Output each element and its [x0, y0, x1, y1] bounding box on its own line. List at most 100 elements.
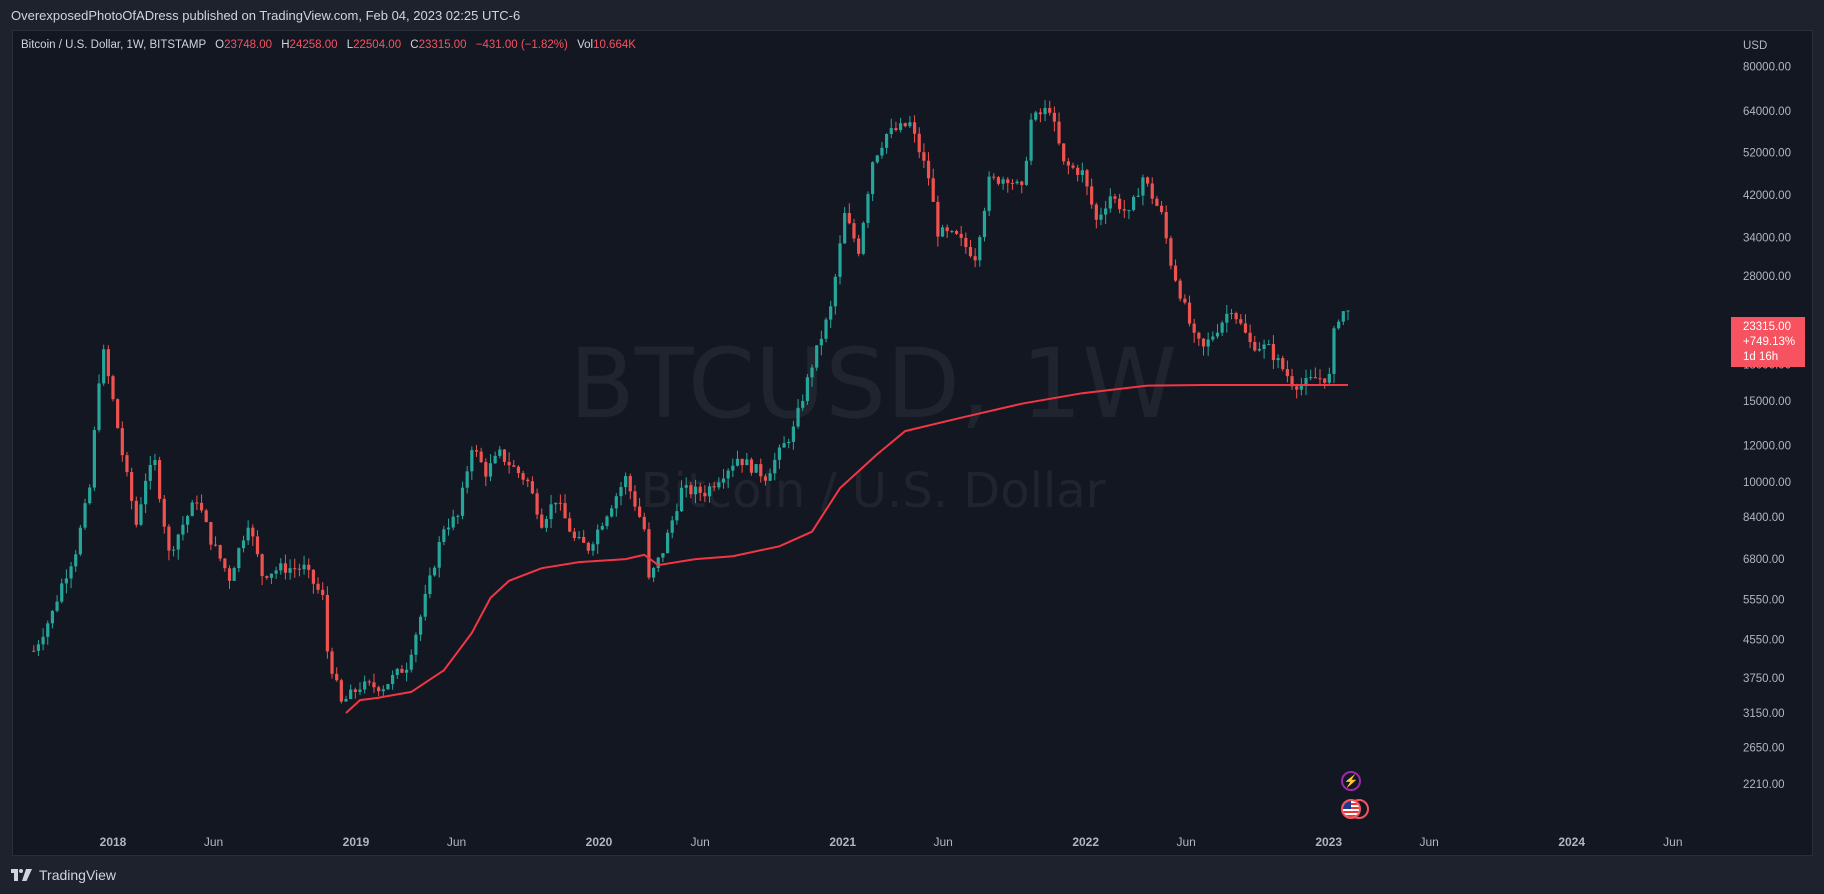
legend-open-value: 23748.00: [224, 39, 273, 51]
candle-body: [763, 476, 768, 481]
x-tick-label: Jun: [447, 835, 466, 849]
chart-pane[interactable]: BTCUSD, 1W Bitcoin / U.S. Dollar 2210.00…: [12, 30, 1813, 856]
candle-body: [642, 516, 646, 530]
legend-symbol[interactable]: Bitcoin / U.S. Dollar, 1W, BITSTAMP: [21, 39, 206, 51]
candle-body: [749, 459, 754, 473]
legend-low-label: L: [346, 39, 354, 51]
candle-body: [810, 367, 814, 378]
candle-body: [819, 338, 823, 346]
candle-body: [936, 201, 940, 237]
candle-body: [297, 568, 302, 570]
candle-body: [442, 529, 446, 542]
candle-body: [78, 527, 82, 555]
candle-body: [1197, 332, 1201, 339]
candle-body: [1318, 378, 1322, 380]
candle-body: [526, 479, 530, 482]
candle-body: [1183, 298, 1187, 303]
x-tick-label: 2020: [586, 835, 613, 849]
legend-volume-value: 10.664K: [593, 39, 636, 51]
x-tick-label: Jun: [691, 835, 710, 849]
candle-body: [209, 522, 213, 545]
candle-body: [847, 212, 851, 224]
candle-body: [558, 502, 562, 504]
candle-body: [959, 233, 963, 238]
candle-body: [232, 568, 236, 581]
tradingview-logo-icon[interactable]: [11, 869, 33, 881]
legend-close-label: C: [410, 39, 419, 51]
candle-body: [502, 449, 507, 462]
watermark-main: BTCUSD, 1W: [569, 328, 1177, 440]
candle-body: [931, 178, 935, 202]
candle-body: [339, 680, 343, 702]
legend-open-label: O: [215, 39, 225, 51]
moving-average-line: [345, 384, 1348, 714]
candle-body: [1164, 212, 1168, 239]
candle-body: [521, 473, 525, 480]
candle-body: [861, 222, 865, 254]
brand-name[interactable]: TradingView: [39, 867, 117, 883]
y-tick-label: 28000.00: [1743, 271, 1791, 283]
candle-body: [610, 508, 614, 517]
us-flag-event-icon[interactable]: [1341, 799, 1361, 819]
candle-body: [1215, 332, 1220, 337]
y-tick-label: 8400.00: [1743, 512, 1785, 524]
candle-body: [796, 407, 800, 427]
candle-body: [1099, 214, 1103, 220]
price-chart-svg[interactable]: BTCUSD, 1W Bitcoin / U.S. Dollar 2210.00…: [13, 31, 1813, 856]
candle-body: [731, 465, 735, 471]
candle-body: [428, 575, 432, 595]
candle-body: [349, 689, 353, 699]
legend-change: −431.00 (−1.82%): [475, 39, 568, 51]
candle-body: [954, 231, 959, 234]
candle-body: [964, 237, 968, 248]
candle-body: [218, 545, 222, 559]
candle-body: [1271, 344, 1276, 361]
candle-body: [279, 563, 283, 571]
candle-body: [171, 549, 176, 551]
candle-body: [116, 399, 120, 429]
candle-body: [414, 634, 418, 655]
candle-body: [55, 601, 59, 611]
candle-body: [582, 536, 586, 543]
candle-body: [1155, 198, 1159, 206]
candle-body: [1062, 143, 1066, 162]
candle-body: [470, 450, 474, 472]
candle-body: [1127, 210, 1131, 212]
candle-body: [195, 502, 199, 504]
x-tick-label: 2023: [1315, 835, 1342, 849]
candle-body: [134, 500, 138, 525]
candle-body: [1108, 196, 1112, 209]
candle-body: [866, 194, 870, 223]
candle-body: [670, 520, 674, 533]
candle-body: [619, 487, 623, 497]
candle-body: [917, 133, 921, 153]
candle-body: [241, 540, 246, 549]
candle-body: [246, 527, 250, 541]
x-tick-label: Jun: [204, 835, 223, 849]
candle-body: [111, 376, 115, 400]
last-price-tag: 23315.00 +749.13% 1d 16h: [1731, 317, 1805, 367]
candle-body: [97, 383, 101, 430]
legend-low-value: 22504.00: [353, 39, 402, 51]
candle-body: [330, 651, 334, 674]
candle-body: [158, 460, 162, 499]
lightning-event-icon[interactable]: ⚡: [1341, 771, 1361, 791]
candles: [32, 100, 1350, 704]
candle-body: [1043, 107, 1047, 115]
candle-body: [1057, 121, 1061, 144]
candle-body: [88, 487, 92, 504]
candle-body: [437, 541, 441, 568]
candle-body: [675, 511, 679, 521]
candle-body: [1337, 321, 1341, 329]
candle-body: [153, 460, 157, 466]
candle-body: [633, 491, 637, 507]
candle-body: [768, 473, 772, 481]
candle-body: [1145, 177, 1150, 184]
candle-body: [801, 401, 805, 408]
candle-body: [41, 636, 45, 645]
candle-body: [1150, 183, 1154, 199]
candle-body: [1341, 311, 1345, 322]
candle-body: [572, 531, 576, 538]
candle-body: [586, 542, 590, 551]
candle-body: [908, 122, 912, 127]
